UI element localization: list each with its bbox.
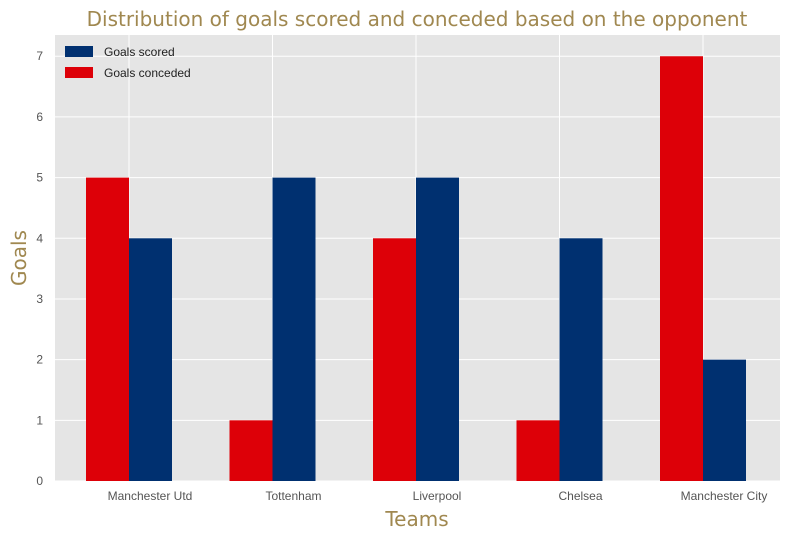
legend-swatch <box>65 67 93 78</box>
y-tick-label: 5 <box>36 171 43 185</box>
y-tick-label: 2 <box>36 353 43 367</box>
x-ticks: Manchester Utd Tottenham Liverpool Chelsea M… <box>108 489 768 503</box>
x-tick-label: Tottenham <box>265 489 321 503</box>
legend-swatch <box>65 46 93 57</box>
bar-goals-scored <box>129 238 172 481</box>
legend: Goals scored Goals conceded <box>65 45 191 80</box>
bar-goals-conceded <box>373 238 416 481</box>
y-tick-label: 0 <box>36 474 43 488</box>
bar-goals-conceded <box>516 420 560 481</box>
x-tick-label: Liverpool <box>413 489 462 503</box>
bar-goals-scored <box>559 238 603 481</box>
x-tick-label: Manchester Utd <box>108 489 193 503</box>
x-axis-label: Teams <box>384 507 448 531</box>
legend-label: Goals conceded <box>104 66 191 80</box>
y-tick-label: 4 <box>36 231 43 245</box>
legend-label: Goals scored <box>104 45 175 59</box>
bar-goals-conceded <box>660 56 703 481</box>
bars <box>86 56 746 481</box>
y-tick-label: 1 <box>36 413 43 427</box>
y-tick-label: 7 <box>36 49 43 63</box>
x-tick-label: Chelsea <box>558 489 602 503</box>
bar-goals-scored <box>703 359 746 481</box>
x-tick-label: Manchester City <box>681 489 768 503</box>
y-ticks: 0 1 2 3 4 5 6 7 <box>36 49 43 488</box>
bar-goals-scored <box>416 177 459 481</box>
chart-title: Distribution of goals scored and concede… <box>87 7 748 31</box>
y-axis-label: Goals <box>7 230 31 286</box>
bar-goals-conceded <box>229 420 273 481</box>
y-tick-label: 3 <box>36 292 43 306</box>
bar-goals-conceded <box>86 177 129 481</box>
bar-goals-scored <box>272 177 316 481</box>
y-tick-label: 6 <box>36 110 43 124</box>
